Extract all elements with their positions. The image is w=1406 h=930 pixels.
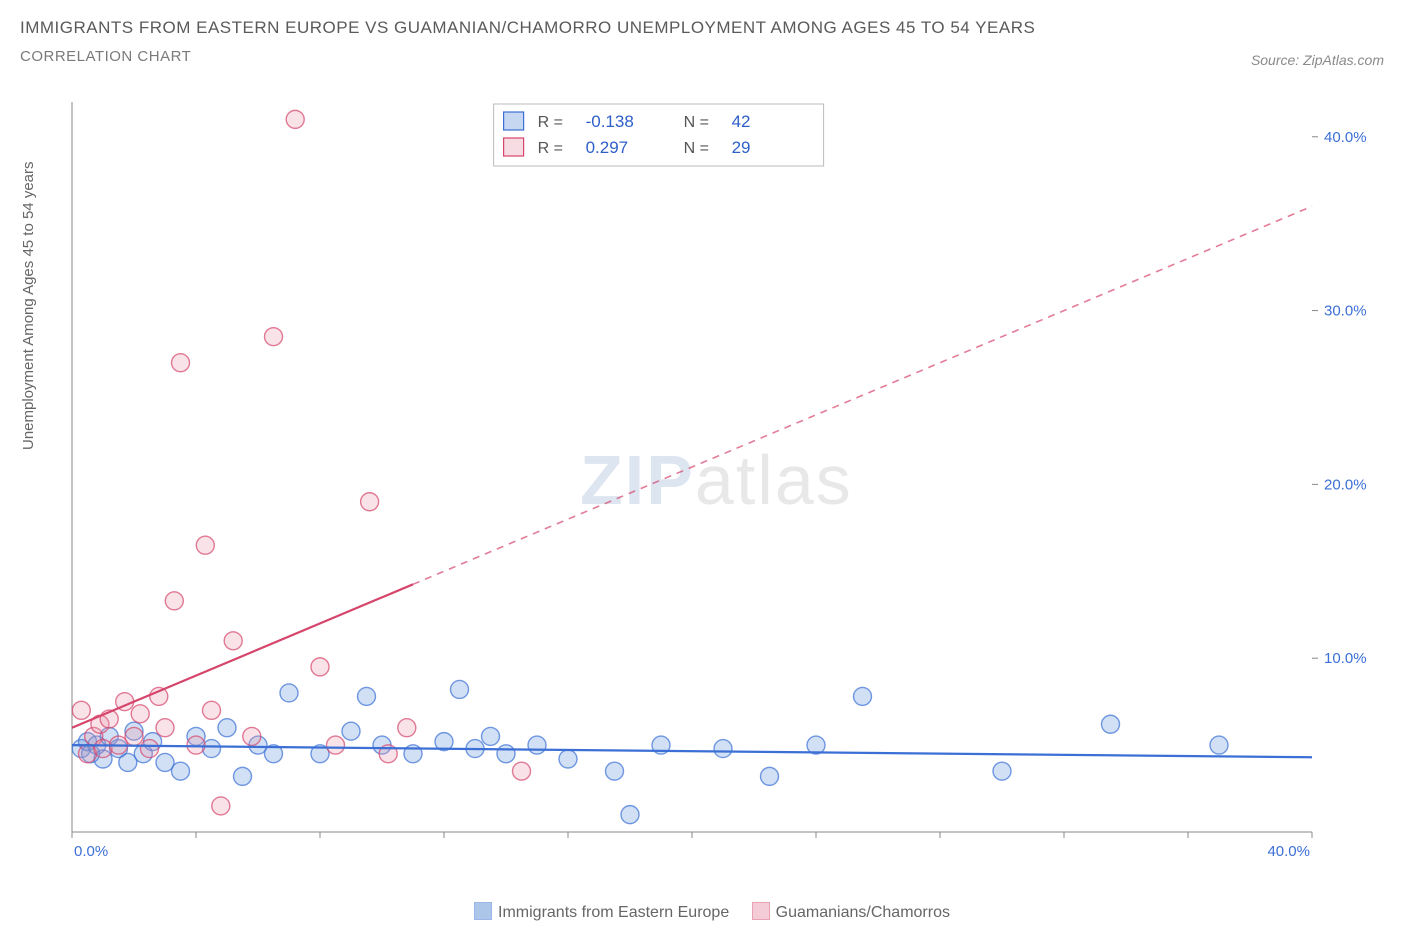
svg-text:0.297: 0.297 — [586, 138, 629, 157]
chart-plot-area: 10.0% 20.0% 30.0% 40.0% 0.0% 40.0% R = -0.138 N … — [62, 92, 1382, 872]
svg-text:0.0%: 0.0% — [74, 843, 108, 860]
svg-text:-0.138: -0.138 — [586, 112, 634, 131]
chart-title: IMMIGRANTS FROM EASTERN EUROPE VS GUAMAN… — [20, 18, 1035, 38]
svg-text:29: 29 — [732, 138, 751, 157]
svg-text:R =: R = — [538, 140, 563, 157]
y-axis-label: Unemployment Among Ages 45 to 54 years — [20, 161, 37, 450]
svg-text:40.0%: 40.0% — [1267, 843, 1310, 860]
svg-text:20.0%: 20.0% — [1324, 476, 1367, 493]
x-axis-legend: Immigrants from Eastern Europe Guamanian… — [0, 902, 1406, 922]
svg-text:30.0%: 30.0% — [1324, 303, 1367, 320]
source-attribution: Source: ZipAtlas.com — [1251, 52, 1384, 68]
legend-series1-label: Immigrants from Eastern Europe — [498, 904, 729, 921]
svg-text:R =: R = — [538, 114, 563, 131]
svg-text:10.0%: 10.0% — [1324, 650, 1367, 667]
svg-text:N =: N = — [684, 114, 709, 131]
chart-subtitle: CORRELATION CHART — [20, 48, 1035, 65]
svg-text:40.0%: 40.0% — [1324, 129, 1367, 146]
svg-text:42: 42 — [732, 112, 751, 131]
svg-text:N =: N = — [684, 140, 709, 157]
legend-series2-label: Guamanians/Chamorros — [776, 904, 950, 921]
